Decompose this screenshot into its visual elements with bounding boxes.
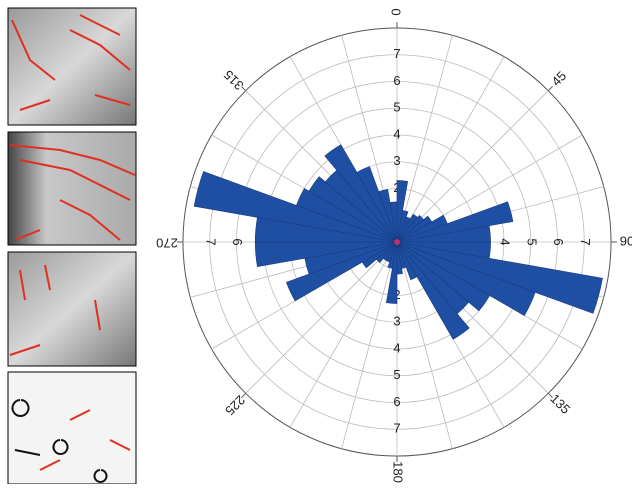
- theta-tick: [547, 86, 553, 92]
- r-tick-label: 6: [551, 238, 566, 245]
- trace: [9, 144, 136, 241]
- rose-bar: [286, 241, 398, 302]
- rose-bar: [396, 241, 491, 312]
- rose-bar: [308, 176, 398, 243]
- theta-tick-label: 45: [548, 68, 569, 89]
- thumbnail: [7, 7, 137, 126]
- center-dot: [394, 239, 400, 245]
- thumbnails: [7, 7, 137, 485]
- theta-tick: [241, 86, 247, 92]
- rose-bar: [396, 241, 536, 316]
- theta-tick: [241, 392, 247, 398]
- theta-tick-label: 135: [547, 391, 573, 417]
- r-tick-label: 7: [203, 238, 218, 245]
- theta-tick: [547, 392, 553, 398]
- r-tick-label: 4: [393, 340, 400, 355]
- rose-bar: [193, 171, 398, 243]
- rose-bar: [296, 188, 398, 243]
- theta-tick-label: 0: [388, 8, 403, 15]
- rose-bar: [396, 241, 603, 314]
- r-tick-label: 5: [393, 367, 400, 382]
- theta-tick-label: 270: [156, 236, 178, 251]
- r-tick-label: 7: [393, 46, 400, 61]
- r-tick-label: 7: [393, 421, 400, 436]
- grid-ring: [209, 54, 585, 430]
- theta-tick-label: 180: [391, 461, 406, 483]
- rose-bar: [324, 144, 398, 243]
- trace: [39, 409, 131, 471]
- r-tick-label: 5: [524, 238, 539, 245]
- rose-bar: [396, 241, 418, 281]
- theta-tick-label: 315: [221, 67, 247, 93]
- r-tick-label: 3: [393, 314, 400, 329]
- rose-bar: [396, 201, 514, 243]
- theta-tick-label: 225: [222, 392, 248, 418]
- rose-plot: 1111222233334444555566667777045901351802…: [156, 8, 632, 482]
- grid-ring: [236, 81, 558, 403]
- r-tick-label: 6: [230, 238, 245, 245]
- thumbnail: [7, 251, 137, 367]
- trace: [11, 14, 131, 111]
- r-tick-label: 5: [393, 100, 400, 115]
- thumbnail: [7, 371, 137, 485]
- r-tick-label: 7: [578, 238, 593, 245]
- rose-bar: [389, 201, 398, 243]
- r-tick-label: 6: [393, 394, 400, 409]
- rose-bar: [396, 241, 470, 340]
- rose-bar: [356, 166, 398, 243]
- outline: [11, 399, 108, 483]
- r-tick-label: 3: [393, 153, 400, 168]
- r-tick-label: 4: [498, 238, 513, 245]
- thumbnail: [7, 131, 137, 246]
- trace: [9, 264, 101, 356]
- theta-tick-label: 90: [620, 233, 632, 248]
- r-tick-label: 6: [393, 73, 400, 88]
- rose-bar: [378, 188, 398, 243]
- r-tick-label: 4: [393, 126, 400, 141]
